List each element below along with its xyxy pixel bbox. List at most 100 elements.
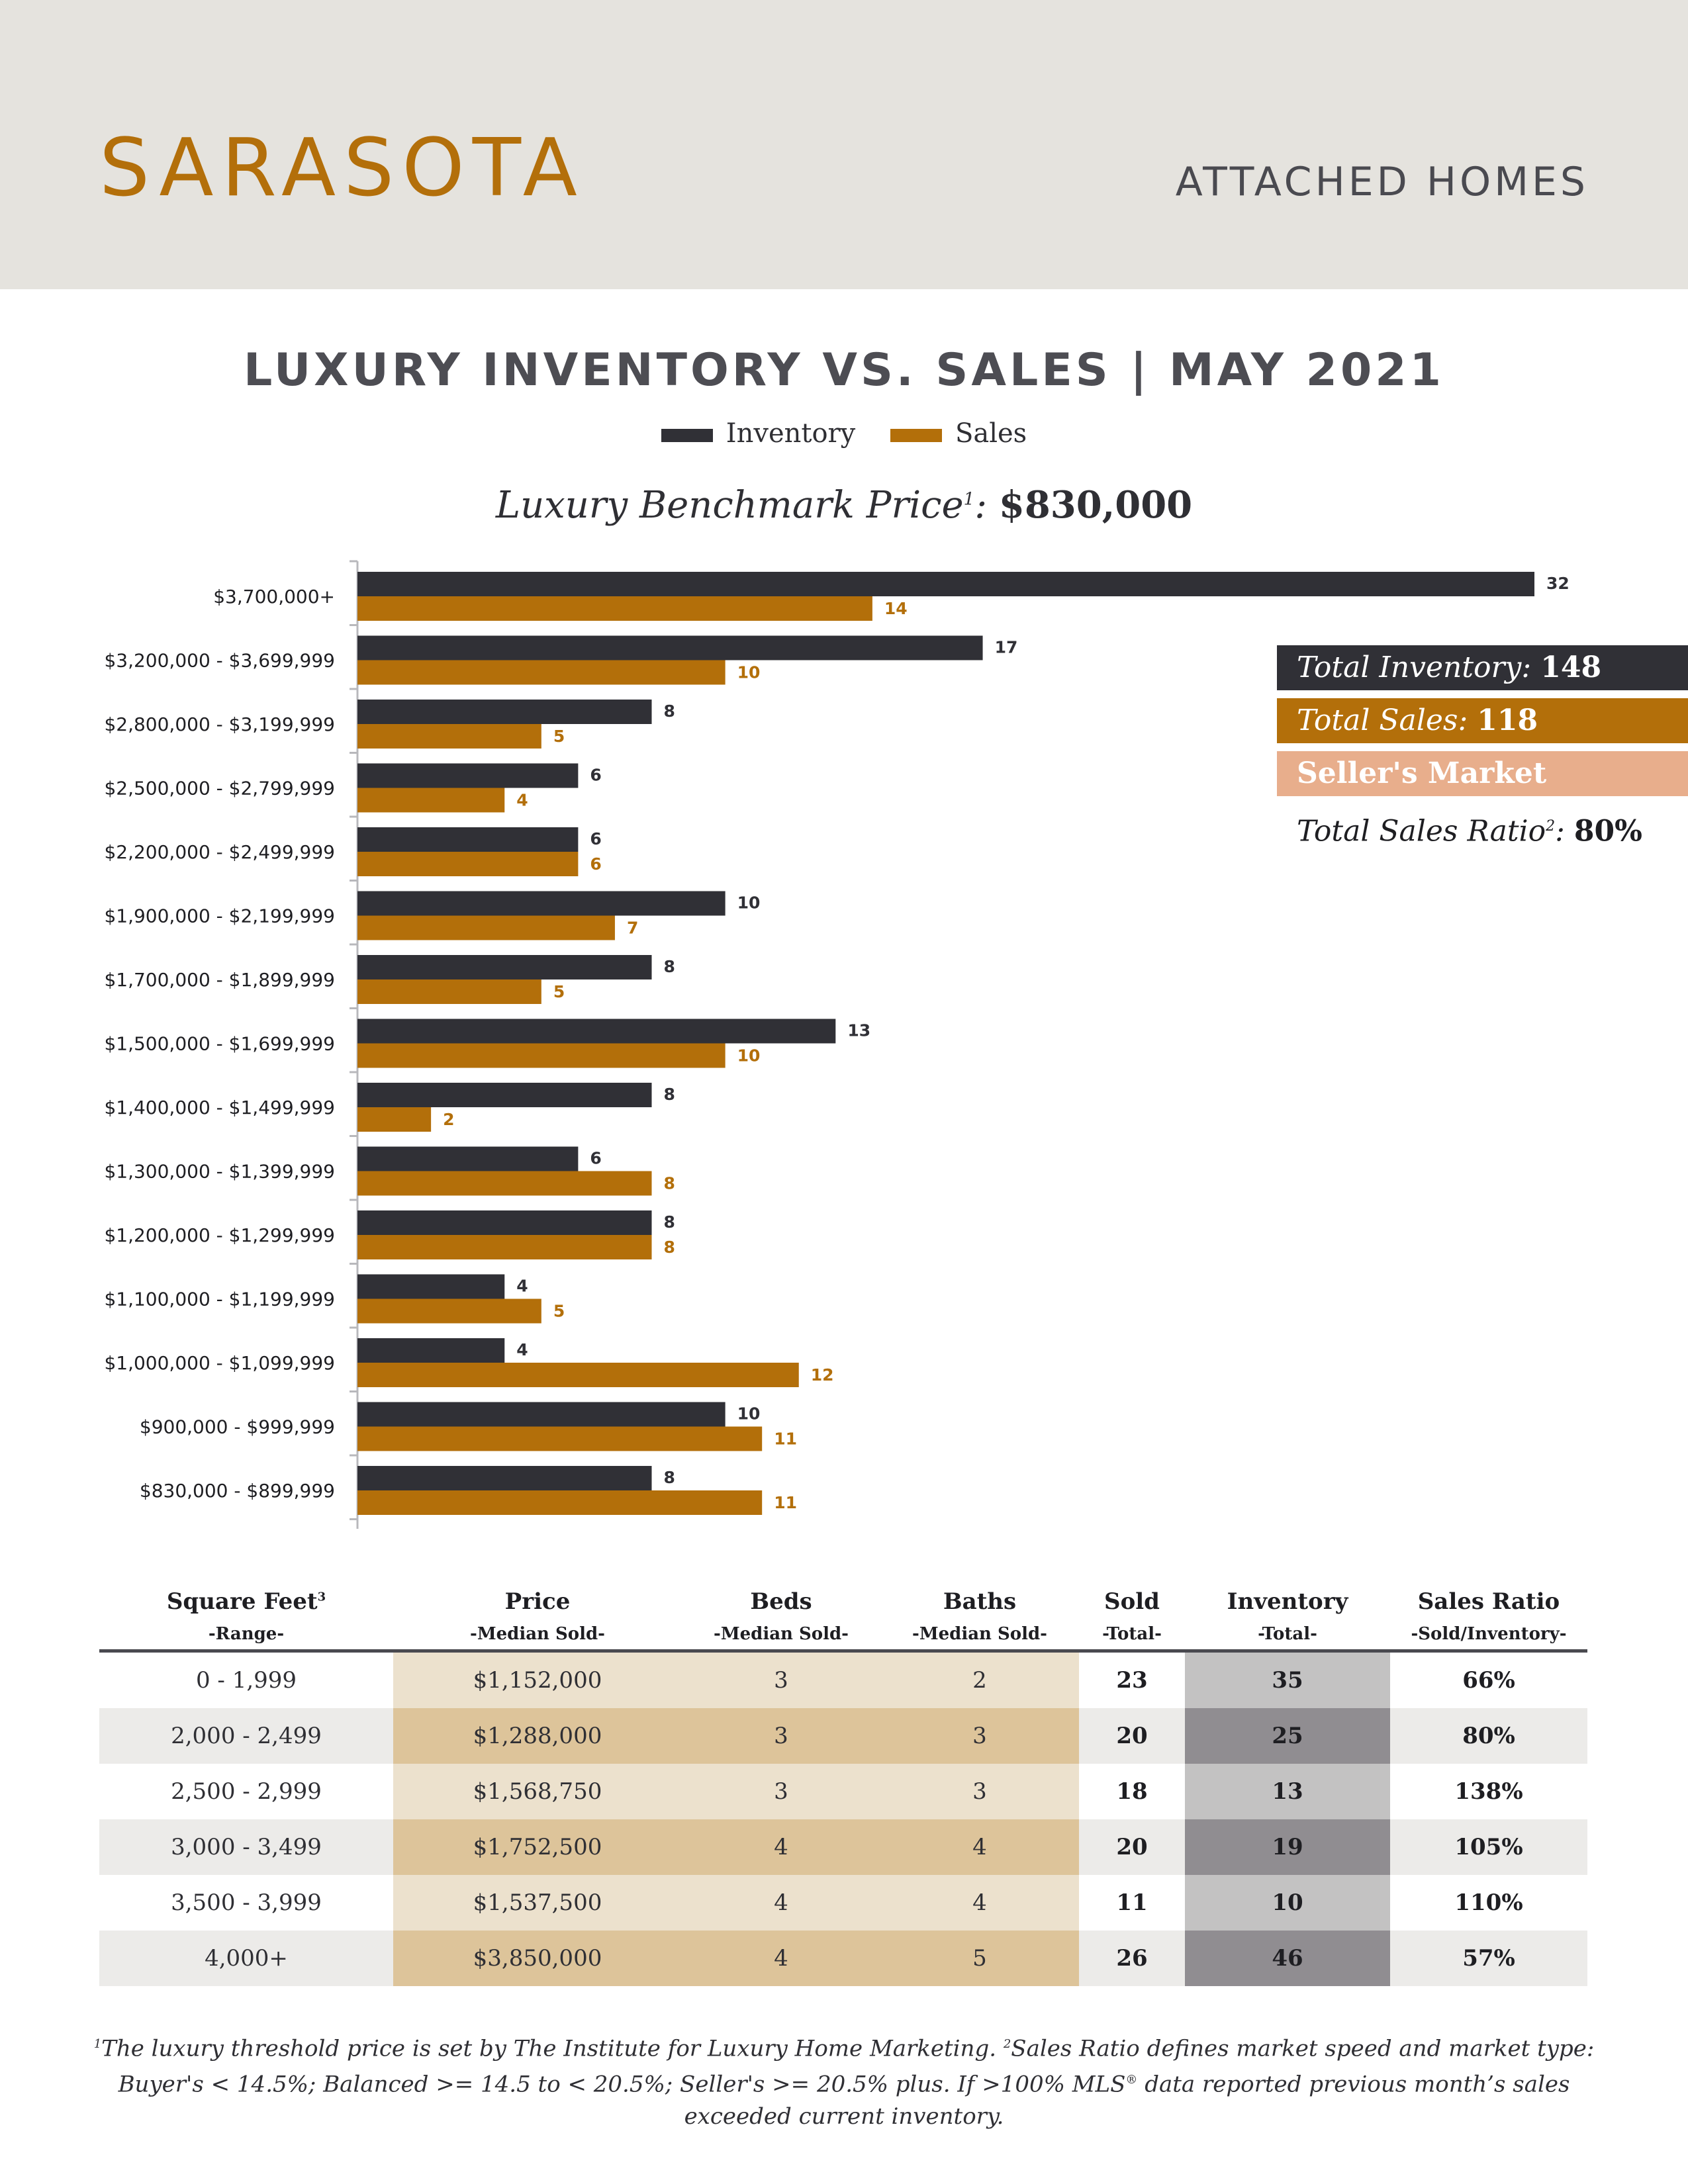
sales-value-label: 5 xyxy=(553,1302,565,1321)
benchmark-separator: : xyxy=(974,484,988,527)
sales-value-label: 8 xyxy=(664,1238,675,1257)
inventory-cell: 13 xyxy=(1185,1764,1390,1819)
sales-value-label: 10 xyxy=(737,1046,761,1066)
table-row: 2,000 - 2,499 $1,288,000 3 3 20 25 80% xyxy=(99,1708,1587,1764)
sales-bar xyxy=(357,596,872,621)
category-label: $1,300,000 - $1,399,999 xyxy=(104,1161,335,1183)
median-baths-cell: 3 xyxy=(880,1764,1079,1819)
footnote-text-2: Sales Ratio defines market speed and mar… xyxy=(118,2035,1595,2098)
inventory-value-label: 17 xyxy=(995,638,1018,657)
inventory-value-label: 8 xyxy=(664,957,675,976)
inventory-cell: 10 xyxy=(1185,1875,1390,1931)
legend-inventory-swatch xyxy=(661,429,713,442)
city-title: SARASOTA xyxy=(99,122,585,214)
inventory-value-label: 32 xyxy=(1546,574,1570,593)
benchmark-price: Luxury Benchmark Price1: $830,000 xyxy=(0,483,1688,527)
col-sub-sales-ratio: -Sold/Inventory- xyxy=(1411,1624,1567,1644)
table-row: 3,500 - 3,999 $1,537,500 4 4 11 10 110% xyxy=(99,1875,1587,1931)
sales-value-label: 14 xyxy=(884,599,908,618)
table-row: 2,500 - 2,999 $1,568,750 3 3 18 13 138% xyxy=(99,1764,1587,1819)
registered-mark: ® xyxy=(1125,2073,1138,2087)
inventory-bar xyxy=(357,827,579,852)
inventory-value-label: 6 xyxy=(590,829,601,848)
total-sales-ratio-label: Total Sales Ratio xyxy=(1297,814,1546,848)
median-baths-cell: 4 xyxy=(880,1819,1079,1875)
col-sub-inventory: -Total- xyxy=(1258,1624,1317,1644)
footnote-mark-2: 2 xyxy=(1003,2037,1011,2051)
median-price-cell: $1,288,000 xyxy=(393,1708,682,1764)
sales-bar xyxy=(357,915,615,940)
legend-inventory: Inventory xyxy=(661,418,855,449)
sales-ratio-cell: 110% xyxy=(1390,1875,1587,1931)
median-price-cell: $1,537,500 xyxy=(393,1875,682,1931)
benchmark-footnote-mark: 1 xyxy=(963,489,975,510)
chart-legend: Inventory Sales xyxy=(0,418,1688,449)
table-row: 0 - 1,999 $1,152,000 3 2 23 35 66% xyxy=(99,1653,1587,1708)
category-label: $1,100,000 - $1,199,999 xyxy=(104,1289,335,1310)
inventory-value-label: 4 xyxy=(516,1340,528,1359)
median-baths-cell: 2 xyxy=(880,1653,1079,1708)
col-sub-price: -Median Sold- xyxy=(470,1624,605,1644)
category-label: $2,800,000 - $3,199,999 xyxy=(104,713,335,735)
legend-sales-swatch xyxy=(890,429,942,442)
footnote: 1The luxury threshold price is set by Th… xyxy=(79,2028,1609,2132)
inventory-sales-bar-chart: $3,700,000+ 32 14 $3,200,000 - $3,699,999 17… xyxy=(104,560,1570,1529)
sales-bar xyxy=(357,1107,432,1132)
sold-cell: 20 xyxy=(1079,1708,1185,1764)
sales-ratio-cell: 105% xyxy=(1390,1819,1587,1875)
inventory-value-label: 8 xyxy=(664,1468,675,1487)
col-header-baths: Baths xyxy=(943,1588,1017,1615)
median-price-cell: $1,152,000 xyxy=(393,1653,682,1708)
sold-cell: 26 xyxy=(1079,1931,1185,1986)
col-header-square-feet: Square Feet3 xyxy=(99,1588,393,1615)
col-sub-sold: -Total- xyxy=(1102,1624,1162,1644)
category-label: $830,000 - $899,999 xyxy=(140,1480,335,1502)
inventory-value-label: 6 xyxy=(590,766,601,785)
inventory-bar xyxy=(357,763,579,788)
inventory-value-label: 8 xyxy=(664,702,675,721)
chart-title: LUXURY INVENTORY VS. SALES | MAY 2021 xyxy=(244,344,1444,396)
median-beds-cell: 4 xyxy=(682,1875,880,1931)
sales-value-label: 5 xyxy=(553,727,565,746)
median-baths-cell: 5 xyxy=(880,1931,1079,1986)
sales-bar xyxy=(357,788,505,813)
inventory-bar xyxy=(357,891,726,916)
category-label: $1,400,000 - $1,499,999 xyxy=(104,1097,335,1118)
sales-bar xyxy=(357,1171,652,1196)
col-header-inventory: Inventory xyxy=(1227,1588,1348,1615)
inventory-cell: 25 xyxy=(1185,1708,1390,1764)
footnote-text-3: data reported previous month’s sales exc… xyxy=(684,2071,1570,2130)
inventory-value-label: 6 xyxy=(590,1149,601,1168)
sales-bar xyxy=(357,852,579,876)
sales-value-label: 10 xyxy=(737,663,761,682)
sales-ratio-cell: 57% xyxy=(1390,1931,1587,1986)
inventory-cell: 46 xyxy=(1185,1931,1390,1986)
total-sales-ratio: Total Sales Ratio2: 80% xyxy=(1277,804,1688,849)
square-feet-cell: 3,500 - 3,999 xyxy=(99,1875,393,1931)
category-label: $1,500,000 - $1,699,999 xyxy=(104,1033,335,1055)
sales-value-label: 2 xyxy=(443,1110,454,1129)
benchmark-label: Luxury Benchmark Price xyxy=(495,484,964,527)
benchmark-value: $830,000 xyxy=(998,483,1193,527)
inventory-value-label: 10 xyxy=(737,893,761,913)
sales-value-label: 8 xyxy=(664,1174,675,1193)
total-sales-label: Total Sales: xyxy=(1297,704,1468,737)
sales-ratio-cell: 138% xyxy=(1390,1764,1587,1819)
footnote-mark-1: 1 xyxy=(93,2037,102,2051)
sales-ratio-cell: 66% xyxy=(1390,1653,1587,1708)
category-label: $3,700,000+ xyxy=(213,586,335,608)
sales-value-label: 12 xyxy=(811,1365,834,1385)
total-sales-value: 118 xyxy=(1477,704,1538,737)
col-header-sold: Sold xyxy=(1104,1588,1160,1615)
square-feet-cell: 2,500 - 2,999 xyxy=(99,1764,393,1819)
median-price-cell: $1,568,750 xyxy=(393,1764,682,1819)
category-label: $3,200,000 - $3,699,999 xyxy=(104,650,335,672)
category-label: $1,900,000 - $2,199,999 xyxy=(104,905,335,927)
median-beds-cell: 3 xyxy=(682,1708,880,1764)
category-label: $900,000 - $999,999 xyxy=(140,1416,335,1438)
legend-sales-label: Sales xyxy=(955,418,1027,449)
square-feet-cell: 4,000+ xyxy=(99,1931,393,1986)
category-label: $1,000,000 - $1,099,999 xyxy=(104,1352,335,1374)
legend-sales: Sales xyxy=(890,418,1027,449)
median-beds-cell: 3 xyxy=(682,1653,880,1708)
